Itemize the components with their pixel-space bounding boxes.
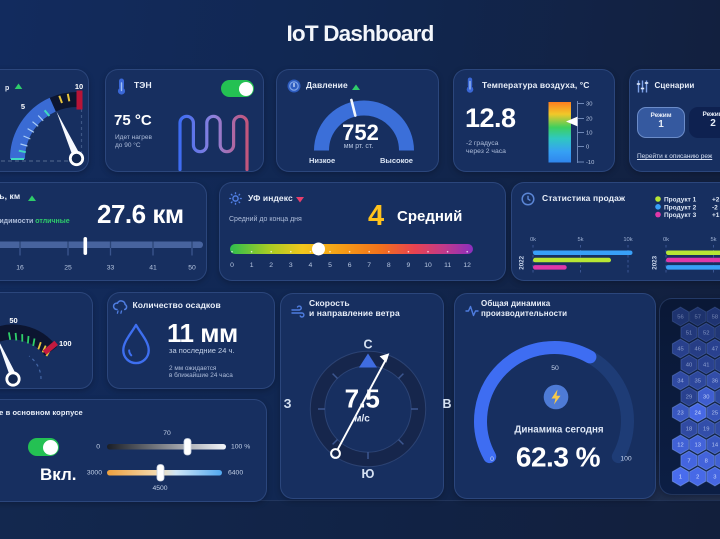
- svg-text:2022: 2022: [519, 255, 526, 269]
- svg-text:33: 33: [107, 265, 115, 272]
- svg-text:+2: +2: [712, 197, 720, 204]
- svg-text:2: 2: [269, 262, 273, 269]
- svg-text:3000: 3000: [87, 470, 102, 477]
- svg-text:11: 11: [444, 262, 451, 269]
- svg-text:45: 45: [677, 347, 683, 353]
- svg-text:3: 3: [289, 262, 293, 269]
- svg-text:Ю: Ю: [362, 467, 375, 481]
- svg-text:10: 10: [75, 82, 83, 91]
- svg-text:41: 41: [149, 265, 157, 272]
- svg-text:30: 30: [703, 395, 709, 401]
- svg-text:0: 0: [490, 456, 494, 463]
- svg-text:41: 41: [703, 363, 709, 369]
- svg-text:С: С: [363, 338, 372, 352]
- svg-text:0k: 0k: [530, 237, 536, 243]
- svg-text:24: 24: [694, 411, 701, 417]
- svg-text:20: 20: [586, 117, 592, 123]
- svg-text:51: 51: [686, 331, 692, 337]
- svg-text:50: 50: [551, 365, 559, 372]
- svg-text:0: 0: [586, 145, 589, 151]
- svg-text:5k: 5k: [710, 237, 716, 243]
- svg-text:58: 58: [712, 315, 718, 321]
- svg-text:16: 16: [16, 265, 24, 272]
- svg-text:30: 30: [586, 102, 592, 108]
- svg-text:4500: 4500: [152, 485, 167, 492]
- svg-text:10: 10: [424, 262, 432, 269]
- svg-text:34: 34: [677, 379, 684, 385]
- svg-text:м/с: м/с: [354, 414, 370, 425]
- svg-text:7.5: 7.5: [345, 384, 380, 414]
- svg-text:р: р: [5, 85, 9, 92]
- svg-text:57: 57: [694, 315, 700, 321]
- svg-text:12: 12: [463, 262, 471, 269]
- svg-text:5k: 5k: [577, 237, 583, 243]
- svg-text:46: 46: [694, 347, 700, 353]
- svg-text:100: 100: [59, 339, 72, 348]
- svg-text:100 %: 100 %: [231, 444, 250, 451]
- svg-text:Продукт 3: Продукт 3: [664, 212, 697, 219]
- svg-text:1: 1: [679, 475, 682, 481]
- svg-text:0: 0: [96, 444, 100, 451]
- svg-text:Динамика сегодня: Динамика сегодня: [514, 425, 604, 436]
- svg-text:7: 7: [687, 459, 690, 465]
- svg-text:100: 100: [620, 456, 632, 463]
- svg-text:7: 7: [367, 262, 371, 269]
- svg-text:10k: 10k: [623, 237, 632, 243]
- svg-text:52: 52: [703, 331, 709, 337]
- svg-text:36: 36: [712, 379, 718, 385]
- svg-text:25: 25: [64, 265, 72, 272]
- svg-text:18: 18: [686, 427, 692, 433]
- svg-text:12: 12: [677, 443, 683, 449]
- svg-text:4: 4: [309, 262, 313, 269]
- svg-text:35: 35: [694, 379, 700, 385]
- svg-text:29: 29: [686, 395, 692, 401]
- svg-text:Продукт 2: Продукт 2: [664, 204, 697, 211]
- svg-text:56: 56: [677, 315, 683, 321]
- svg-text:40: 40: [686, 363, 692, 369]
- svg-text:0: 0: [230, 262, 234, 269]
- svg-text:-2: -2: [712, 204, 718, 211]
- svg-text:В: В: [442, 397, 451, 411]
- svg-text:10: 10: [586, 131, 592, 137]
- svg-text:8: 8: [705, 459, 708, 465]
- svg-text:47: 47: [712, 347, 718, 353]
- svg-text:3: 3: [713, 475, 716, 481]
- svg-text:9: 9: [407, 262, 411, 269]
- svg-text:19: 19: [703, 427, 709, 433]
- svg-text:2: 2: [696, 475, 699, 481]
- svg-text:З: З: [284, 397, 292, 411]
- svg-text:50: 50: [188, 265, 196, 272]
- svg-text:6: 6: [348, 262, 352, 269]
- svg-text:1: 1: [250, 262, 254, 269]
- svg-text:0k: 0k: [663, 237, 669, 243]
- svg-text:6400: 6400: [228, 470, 243, 477]
- svg-text:+1: +1: [712, 212, 720, 219]
- svg-text:23: 23: [677, 411, 683, 417]
- svg-text:62.3 %: 62.3 %: [516, 442, 601, 473]
- svg-text:8: 8: [387, 262, 391, 269]
- svg-text:14: 14: [712, 443, 719, 449]
- svg-text:13: 13: [694, 443, 700, 449]
- svg-text:50: 50: [9, 316, 17, 325]
- svg-text:70: 70: [163, 430, 171, 437]
- svg-text:5: 5: [328, 262, 332, 269]
- svg-text:-10: -10: [586, 160, 594, 166]
- svg-text:2023: 2023: [652, 255, 659, 269]
- svg-text:5: 5: [21, 102, 25, 111]
- svg-text:25: 25: [712, 411, 718, 417]
- svg-text:Продукт 1: Продукт 1: [664, 197, 697, 204]
